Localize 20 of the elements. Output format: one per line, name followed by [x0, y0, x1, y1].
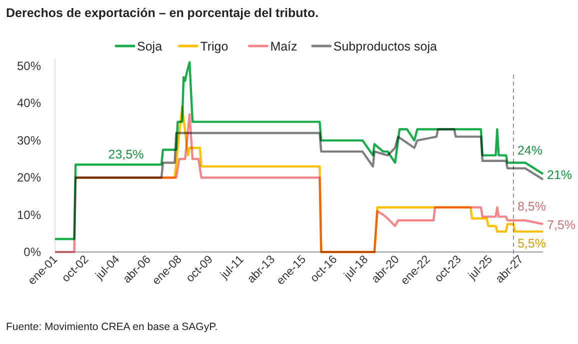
source-note: Fuente: Movimiento CREA en base a SAGyP.: [6, 321, 218, 333]
legend-label: Subproductos soja: [333, 40, 437, 54]
legend-label: Trigo: [200, 40, 228, 54]
line-series: [54, 61, 544, 240]
annotation: 23,5%: [108, 148, 144, 162]
line-series: [74, 128, 544, 181]
annotation: 7,5%: [547, 218, 576, 232]
annotation: 8,5%: [517, 199, 546, 214]
legend-label: Soja: [137, 40, 162, 54]
y-tick-label: 0%: [24, 245, 42, 259]
annotation: 24%: [517, 144, 542, 158]
y-tick-label: 20%: [16, 170, 42, 185]
annotation: 5,5%: [517, 236, 546, 251]
legend-label: Maíz: [270, 40, 298, 54]
chart-title: Derechos de exportación – en porcentaje del tributo.: [6, 6, 319, 20]
y-tick-label: 10%: [16, 208, 42, 222]
annotation: 21%: [547, 168, 572, 182]
y-tick-label: 40%: [16, 96, 42, 110]
y-tick-label: 30%: [16, 133, 42, 148]
y-tick-label: 50%: [16, 59, 42, 74]
